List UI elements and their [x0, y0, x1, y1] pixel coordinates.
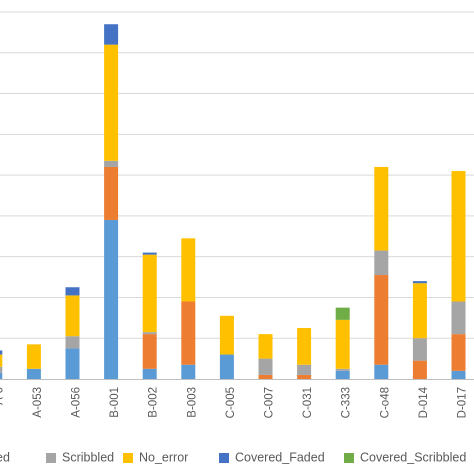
bar-segment-no-error	[451, 171, 466, 302]
bar-segment-faded	[181, 364, 196, 379]
legend-swatch	[123, 453, 133, 463]
bar-segment-faded	[451, 370, 466, 379]
x-tick-labels: A-0 A-053 A-056 B-001 B-002 B-003 C-005 C-007 C-…	[0, 386, 469, 418]
bar-segment-covered-scribbled	[335, 307, 350, 320]
bar-segment-faded	[219, 354, 234, 379]
bar-segment-faded	[104, 219, 119, 379]
bar-segment-no-error	[258, 334, 273, 359]
bar-segment-scribbled	[412, 338, 427, 361]
legend-swatch	[46, 453, 56, 463]
x-tick-label: D-017	[457, 387, 469, 418]
legend-label: No_error	[139, 450, 188, 464]
bar-segment-scribbled	[451, 301, 466, 335]
x-tick-label: D-014	[418, 386, 430, 418]
x-tick-label: A-056	[71, 387, 83, 418]
bar-segment-scribbled	[0, 366, 3, 373]
x-tick-label: C-333	[341, 387, 353, 418]
bar-segment-scribbled	[65, 336, 80, 349]
x-tick-label: B-003	[186, 387, 198, 418]
bar-segment-no-error	[374, 166, 389, 251]
bar-segment-covered	[451, 334, 466, 371]
bar-segment-scribbled	[297, 364, 312, 375]
legend-label: Scribbled	[62, 450, 114, 464]
bar-segment-faded	[374, 364, 389, 379]
bar-segment-covered	[142, 334, 157, 369]
bar-segment-no-error	[297, 328, 312, 365]
bar-segment-faded	[335, 370, 350, 379]
bar-segment-faded	[65, 348, 80, 379]
x-tick-label: A-0	[0, 387, 5, 405]
bar-segment-no-error	[142, 254, 157, 333]
bar-segment-no-error	[104, 44, 119, 161]
legend-swatch	[344, 453, 354, 463]
bar-segment-covered-faded	[412, 281, 427, 284]
bar-segment-no-error	[26, 344, 41, 369]
bar-segment-no-error	[412, 283, 427, 339]
bar-segment-scribbled	[374, 250, 389, 276]
bar-segment-no-error	[181, 238, 196, 302]
bar-segment-covered-faded	[0, 350, 3, 355]
x-tick-label: B-001	[109, 387, 121, 418]
bar-segment-faded	[142, 368, 157, 379]
legend-label: Covered_Scribbled	[360, 450, 466, 464]
bars	[0, 24, 466, 379]
x-tick-label: C-007	[264, 387, 276, 418]
bar-segment-scribbled	[335, 368, 350, 371]
bar-segment-covered-faded	[104, 24, 119, 45]
legend-label: Covered_Faded	[235, 450, 325, 464]
bar-segment-scribbled	[142, 332, 157, 335]
bar-segment-scribbled	[258, 358, 273, 375]
bar-segment-no-error	[219, 315, 234, 355]
bar-segment-covered	[181, 301, 196, 365]
legend-label: ed	[0, 450, 10, 464]
x-tick-label: C-o48	[379, 387, 391, 418]
bar-segment-faded	[0, 372, 3, 379]
bar-segment-covered-faded	[142, 252, 157, 255]
x-tick-label: C-031	[302, 387, 314, 418]
bar-segment-scribbled	[104, 160, 119, 167]
x-tick-label: C-005	[225, 387, 237, 418]
bar-segment-covered	[297, 374, 312, 379]
bar-segment-no-error	[335, 319, 350, 369]
bar-segment-covered	[412, 360, 427, 379]
bar-segment-covered-faded	[65, 287, 80, 296]
bar-segment-covered	[258, 374, 273, 379]
bar-segment-covered	[104, 166, 119, 220]
bar-segment-no-error	[65, 295, 80, 337]
x-tick-label: B-002	[148, 387, 160, 418]
x-tick-label: A-053	[32, 387, 44, 418]
legend-swatch	[219, 453, 229, 463]
bar-segment-no-error	[0, 354, 3, 367]
bar-segment-covered	[374, 275, 389, 365]
legend: ed Scribbled No_error Covered_Faded Covered_…	[0, 450, 466, 464]
bar-segment-faded	[26, 368, 41, 379]
